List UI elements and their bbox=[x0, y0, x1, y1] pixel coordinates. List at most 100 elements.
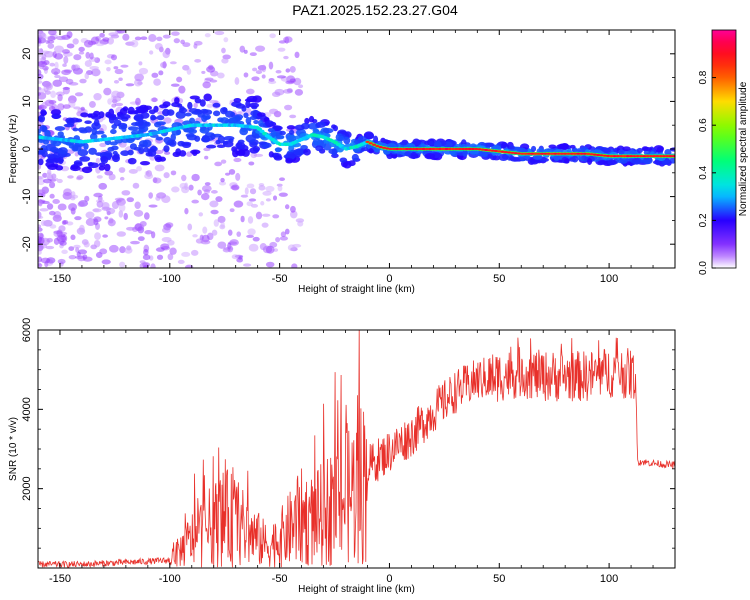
noise-blob bbox=[245, 88, 255, 95]
ridge-core bbox=[470, 147, 475, 151]
ridge-core bbox=[632, 155, 637, 158]
band-blob bbox=[205, 114, 211, 120]
noise-blob bbox=[246, 234, 254, 238]
noise-blob bbox=[38, 177, 45, 186]
ridge-core bbox=[540, 152, 545, 155]
noise-blob bbox=[220, 177, 225, 183]
noise-blob bbox=[58, 225, 66, 232]
noise-blob bbox=[111, 201, 119, 210]
noise-blob bbox=[137, 81, 143, 86]
band-blob bbox=[642, 156, 653, 165]
band-blob bbox=[133, 146, 142, 151]
noise-blob bbox=[236, 231, 242, 237]
band-blob bbox=[225, 110, 234, 118]
ridge-core bbox=[474, 147, 479, 151]
noise-blob bbox=[118, 167, 126, 173]
noise-blob bbox=[169, 61, 177, 65]
ridge-core bbox=[652, 155, 657, 158]
noise-blob bbox=[49, 181, 56, 189]
noise-blob bbox=[179, 182, 188, 189]
band-blob bbox=[95, 152, 103, 156]
noise-blob bbox=[259, 243, 267, 251]
ridge-core bbox=[655, 155, 660, 158]
band-blob bbox=[220, 117, 229, 124]
noise-blob bbox=[213, 219, 219, 227]
noise-blob bbox=[68, 82, 79, 86]
noise-blob bbox=[123, 212, 128, 221]
band-blob bbox=[264, 120, 274, 128]
noise-blob bbox=[248, 243, 259, 252]
band-blob bbox=[424, 152, 436, 160]
band-blob bbox=[56, 148, 63, 154]
band-blob bbox=[343, 136, 351, 145]
noise-blob bbox=[229, 208, 235, 213]
ridge-core bbox=[596, 153, 601, 157]
band-blob bbox=[558, 143, 569, 149]
noise-blob bbox=[162, 227, 171, 234]
noise-blob bbox=[38, 243, 44, 252]
noise-blob bbox=[227, 245, 234, 253]
noise-blob bbox=[193, 43, 198, 49]
band-blob bbox=[93, 118, 100, 127]
ridge-core bbox=[553, 152, 558, 155]
band-blob bbox=[331, 148, 338, 156]
noise-blob bbox=[134, 223, 142, 232]
band-blob bbox=[411, 140, 422, 146]
spectrogram-ytick-label: -10 bbox=[21, 189, 33, 205]
noise-blob bbox=[210, 209, 219, 215]
band-blob bbox=[79, 129, 89, 134]
noise-blob bbox=[73, 106, 81, 110]
band-blob bbox=[103, 163, 111, 172]
band-blob bbox=[563, 158, 570, 164]
noise-blob bbox=[150, 263, 156, 268]
noise-blob bbox=[93, 208, 100, 213]
band-blob bbox=[80, 112, 89, 118]
noise-blob bbox=[184, 207, 189, 215]
ridge-core bbox=[662, 155, 667, 158]
noise-blob bbox=[80, 106, 85, 111]
band-blob bbox=[81, 166, 93, 174]
snr-xtick-label: 100 bbox=[600, 573, 618, 585]
snr-xtick-label: 50 bbox=[493, 573, 505, 585]
noise-blob bbox=[78, 46, 85, 52]
band-blob bbox=[631, 158, 641, 165]
band-blob bbox=[303, 148, 311, 156]
band-blob bbox=[163, 145, 170, 153]
noise-blob bbox=[170, 83, 180, 87]
noise-blob bbox=[47, 36, 56, 41]
noise-blob bbox=[114, 68, 124, 75]
band-blob bbox=[194, 108, 202, 113]
noise-blob bbox=[47, 169, 52, 176]
band-blob bbox=[148, 109, 156, 115]
noise-blob bbox=[182, 42, 191, 48]
noise-blob bbox=[134, 201, 141, 210]
band-blob bbox=[344, 131, 352, 139]
noise-blob bbox=[151, 72, 159, 78]
ridge-core bbox=[602, 154, 607, 157]
noise-blob bbox=[140, 36, 148, 41]
band-blob bbox=[245, 134, 256, 143]
band-blob bbox=[155, 136, 164, 141]
band-blob bbox=[44, 129, 51, 138]
snr-x-axis-label: Height of straight line (km) bbox=[298, 584, 415, 595]
noise-blob bbox=[38, 236, 43, 244]
ridge-core bbox=[546, 152, 551, 155]
noise-blob bbox=[126, 197, 134, 203]
band-blob bbox=[142, 139, 152, 148]
noise-blob bbox=[99, 142, 107, 148]
ridge-core bbox=[391, 147, 396, 151]
noise-blob bbox=[181, 174, 187, 182]
band-blob bbox=[178, 107, 188, 114]
noise-blob bbox=[170, 170, 177, 176]
noise-blob bbox=[278, 40, 287, 44]
noise-blob bbox=[287, 244, 296, 252]
noise-blob bbox=[268, 61, 274, 70]
noise-blob bbox=[294, 88, 304, 96]
ridge-core bbox=[444, 147, 449, 151]
band-blob bbox=[159, 104, 169, 109]
band-blob bbox=[399, 141, 410, 146]
noise-blob bbox=[142, 254, 151, 261]
noise-blob bbox=[138, 61, 143, 66]
band-blob bbox=[433, 141, 442, 149]
noise-blob bbox=[221, 47, 226, 54]
